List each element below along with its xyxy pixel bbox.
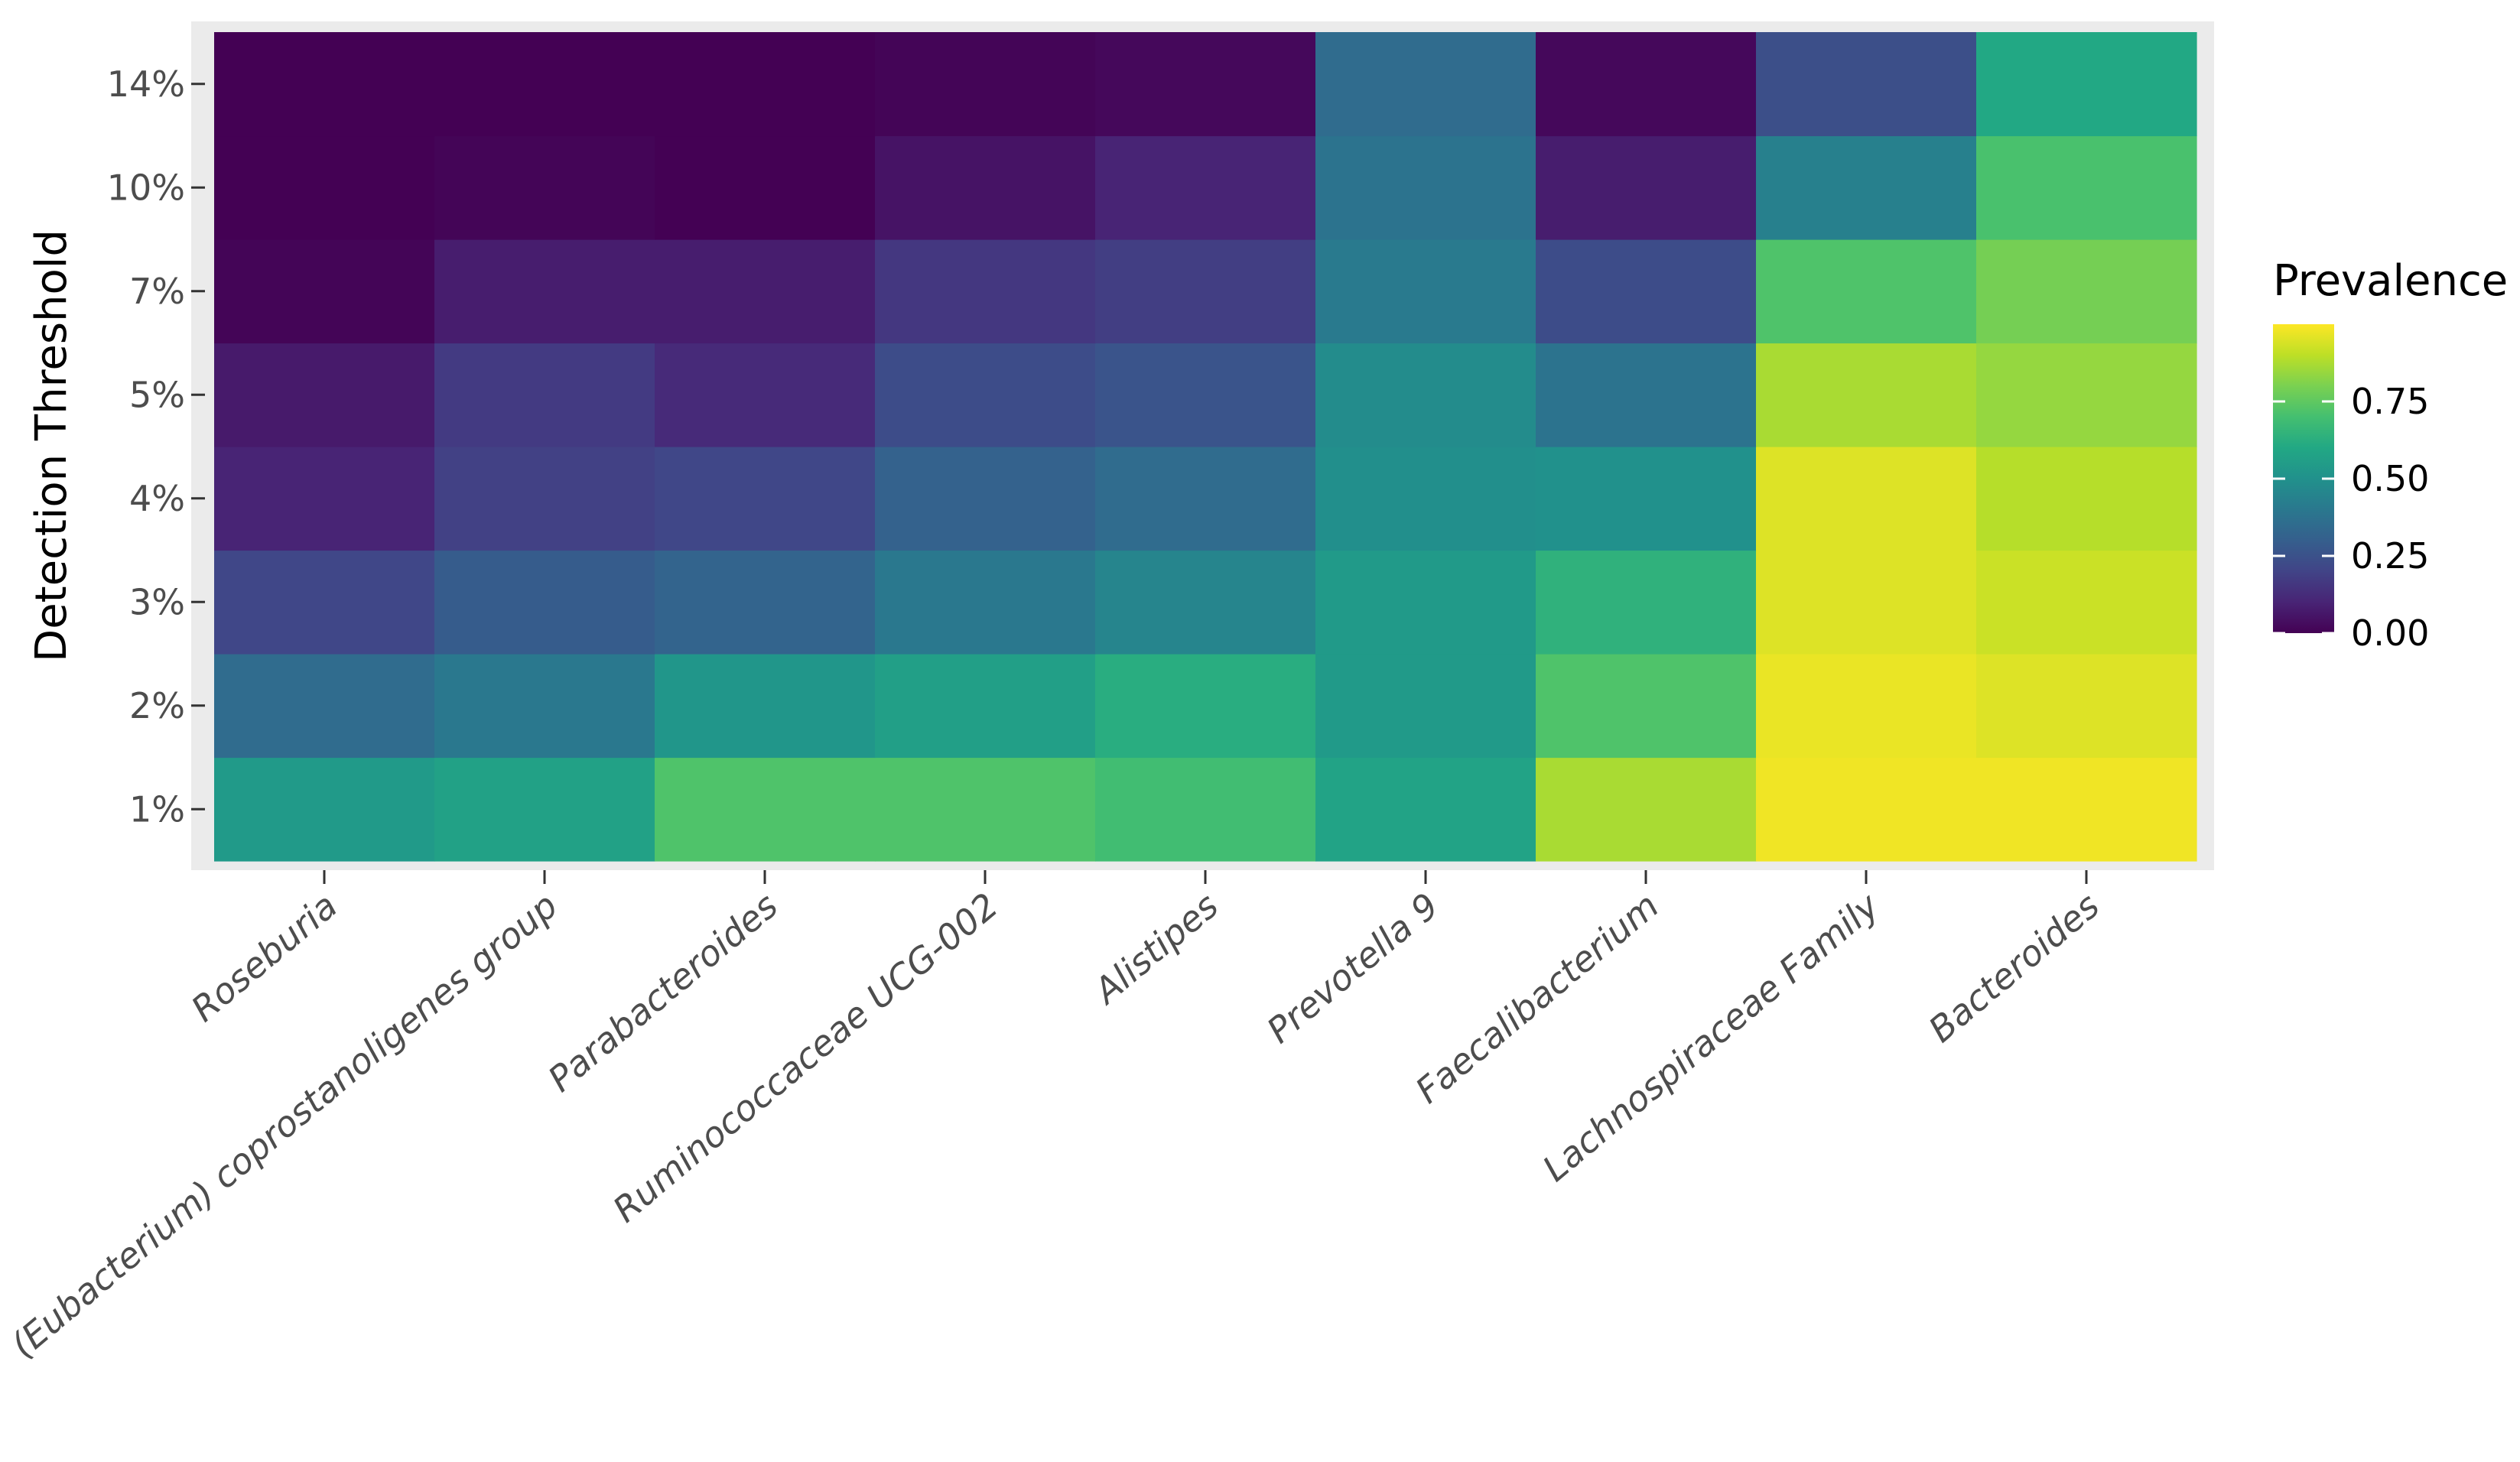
- heatmap-cell: [1095, 239, 1316, 344]
- x-tick-label: Ruminococcaceae UCG-002: [605, 885, 1006, 1230]
- heatmap-cell: [1536, 32, 1757, 137]
- heatmap-cell: [1315, 447, 1536, 551]
- x-tick-label: Alistipes: [1084, 885, 1226, 1013]
- legend-ticks: 0.00 0.25 0.50 0.75: [2273, 381, 2429, 654]
- y-tick-label: 5%: [129, 374, 185, 415]
- heatmap-cell: [1315, 550, 1536, 655]
- heatmap-cell: [875, 32, 1096, 137]
- heatmap-cell: [1536, 343, 1757, 447]
- y-tick-label: 10%: [107, 167, 185, 208]
- heatmap-cell: [1756, 447, 1977, 551]
- x-tick-label: Faecalibacterium: [1407, 885, 1666, 1111]
- heatmap-cell: [1315, 32, 1536, 137]
- heatmap-cell: [1315, 654, 1536, 759]
- heatmap-cell: [1315, 135, 1536, 240]
- heatmap-cell: [434, 550, 655, 655]
- heatmap-cell: [875, 654, 1096, 759]
- heatmap-cell: [434, 447, 655, 551]
- heatmap-cell: [434, 343, 655, 447]
- y-axis-title: Detection Threshold: [27, 229, 76, 662]
- heatmap-cell: [655, 32, 876, 137]
- heatmap-cell: [875, 447, 1096, 551]
- x-tick-label: Parabacteroides: [540, 885, 785, 1100]
- y-axis-ticks: 1% 2% 3% 4% 5% 7% 10% 14%: [107, 63, 205, 830]
- heatmap-cell: [875, 239, 1096, 344]
- heatmap-cell: [875, 550, 1096, 655]
- x-axis-ticks: Roseburia(Eubacterium) coprostanoligenes…: [3, 870, 2107, 1366]
- heatmap-cell: [1976, 135, 2197, 240]
- heatmap-cell: [1976, 654, 2197, 759]
- heatmap-cell: [1536, 654, 1757, 759]
- legend-title: Prevalence: [2273, 256, 2508, 306]
- x-tick-label: Prevotella 9: [1259, 885, 1446, 1051]
- heatmap-cell: [1976, 550, 2197, 655]
- heatmap-cell: [434, 135, 655, 240]
- heatmap-cell: [875, 343, 1096, 447]
- heatmap-cell: [655, 447, 876, 551]
- heatmap-cell: [1976, 447, 2197, 551]
- heatmap-cell: [1976, 32, 2197, 137]
- legend-tick-label: 0.25: [2351, 535, 2429, 577]
- heatmap-cell: [434, 654, 655, 759]
- y-tick-label: 4%: [129, 478, 185, 519]
- heatmap-cells: [214, 32, 2197, 862]
- heatmap-cell: [1536, 757, 1757, 862]
- heatmap-cell: [1976, 343, 2197, 447]
- y-tick-label: 1%: [129, 788, 185, 830]
- heatmap-cell: [214, 135, 435, 240]
- heatmap-cell: [214, 32, 435, 137]
- y-tick-label: 7%: [129, 271, 185, 312]
- heatmap-cell: [214, 654, 435, 759]
- heatmap-cell: [434, 239, 655, 344]
- heatmap-cell: [1976, 239, 2197, 344]
- heatmap-cell: [655, 135, 876, 240]
- heatmap-cell: [875, 757, 1096, 862]
- y-tick-label: 14%: [107, 63, 185, 105]
- heatmap-cell: [655, 654, 876, 759]
- heatmap-cell: [1536, 447, 1757, 551]
- heatmap-cell: [1756, 757, 1977, 862]
- heatmap-cell: [434, 32, 655, 137]
- heatmap-cell: [1095, 343, 1316, 447]
- heatmap-cell: [655, 239, 876, 344]
- heatmap-cell: [1095, 135, 1316, 240]
- heatmap-cell: [214, 447, 435, 551]
- y-tick-label: 3%: [129, 581, 185, 622]
- heatmap-cell: [1536, 135, 1757, 240]
- heatmap-cell: [875, 135, 1096, 240]
- heatmap-cell: [1095, 654, 1316, 759]
- heatmap-cell: [1536, 239, 1757, 344]
- x-tick-label: Roseburia: [184, 885, 345, 1030]
- heatmap-cell: [655, 550, 876, 655]
- heatmap-cell: [434, 757, 655, 862]
- heatmap-cell: [214, 343, 435, 447]
- legend-tick-label: 0.50: [2351, 458, 2429, 499]
- heatmap-cell: [214, 239, 435, 344]
- heatmap-cell: [1095, 447, 1316, 551]
- heatmap-cell: [655, 343, 876, 447]
- y-tick-label: 2%: [129, 685, 185, 726]
- heatmap-cell: [1315, 239, 1536, 344]
- heatmap-cell: [1095, 757, 1316, 862]
- heatmap-cell: [1756, 32, 1977, 137]
- heatmap-cell: [1976, 757, 2197, 862]
- heatmap-cell: [655, 757, 876, 862]
- heatmap-cell: [1536, 550, 1757, 655]
- legend: Prevalence 0.00 0.25 0.50 0.75: [2273, 256, 2508, 654]
- heatmap-cell: [1756, 239, 1977, 344]
- heatmap-cell: [214, 757, 435, 862]
- heatmap-cell: [1756, 343, 1977, 447]
- heatmap-cell: [1315, 343, 1536, 447]
- heatmap-cell: [1756, 550, 1977, 655]
- legend-tick-label: 0.00: [2351, 612, 2429, 654]
- legend-tick-label: 0.75: [2351, 381, 2429, 422]
- heatmap-cell: [1756, 654, 1977, 759]
- heatmap-cell: [1095, 32, 1316, 137]
- heatmap-cell: [1315, 757, 1536, 862]
- heatmap-cell: [1756, 135, 1977, 240]
- x-tick-label: Bacteroides: [1920, 885, 2107, 1051]
- heatmap-cell: [1095, 550, 1316, 655]
- heatmap-cell: [214, 550, 435, 655]
